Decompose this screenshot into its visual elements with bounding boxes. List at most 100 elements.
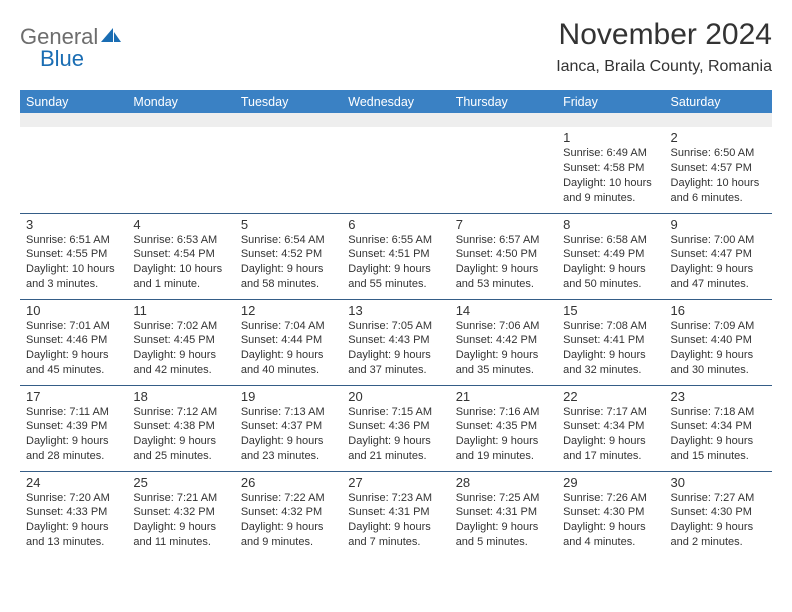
day-number: 20 — [348, 389, 443, 404]
day-info: Sunrise: 7:15 AMSunset: 4:36 PMDaylight:… — [348, 405, 443, 464]
day-info: Sunrise: 6:55 AMSunset: 4:51 PMDaylight:… — [348, 233, 443, 292]
sunrise-text: Sunrise: 7:22 AM — [241, 491, 336, 506]
sunset-text: Sunset: 4:46 PM — [26, 333, 121, 348]
day-number: 21 — [456, 389, 551, 404]
day-info: Sunrise: 7:11 AMSunset: 4:39 PMDaylight:… — [26, 405, 121, 464]
calendar-body: 1Sunrise: 6:49 AMSunset: 4:58 PMDaylight… — [20, 113, 772, 557]
day-info: Sunrise: 6:57 AMSunset: 4:50 PMDaylight:… — [456, 233, 551, 292]
sunrise-text: Sunrise: 7:13 AM — [241, 405, 336, 420]
daylight-text: Daylight: 9 hours and 25 minutes. — [133, 434, 228, 464]
sunset-text: Sunset: 4:57 PM — [671, 161, 766, 176]
daylight-text: Daylight: 9 hours and 47 minutes. — [671, 262, 766, 292]
sunrise-text: Sunrise: 7:16 AM — [456, 405, 551, 420]
calendar-cell — [235, 127, 342, 213]
sunset-text: Sunset: 4:30 PM — [671, 505, 766, 520]
day-number: 2 — [671, 130, 766, 145]
day-number: 9 — [671, 217, 766, 232]
day-info: Sunrise: 7:08 AMSunset: 4:41 PMDaylight:… — [563, 319, 658, 378]
day-info: Sunrise: 6:54 AMSunset: 4:52 PMDaylight:… — [241, 233, 336, 292]
sunrise-text: Sunrise: 7:25 AM — [456, 491, 551, 506]
day-info: Sunrise: 7:25 AMSunset: 4:31 PMDaylight:… — [456, 491, 551, 550]
calendar-head: Sunday Monday Tuesday Wednesday Thursday… — [20, 90, 772, 113]
day-number: 25 — [133, 475, 228, 490]
sunset-text: Sunset: 4:42 PM — [456, 333, 551, 348]
sunrise-text: Sunrise: 7:06 AM — [456, 319, 551, 334]
daylight-text: Daylight: 9 hours and 4 minutes. — [563, 520, 658, 550]
calendar-cell: 5Sunrise: 6:54 AMSunset: 4:52 PMDaylight… — [235, 213, 342, 299]
sunset-text: Sunset: 4:31 PM — [456, 505, 551, 520]
day-info: Sunrise: 7:21 AMSunset: 4:32 PMDaylight:… — [133, 491, 228, 550]
calendar-cell: 3Sunrise: 6:51 AMSunset: 4:55 PMDaylight… — [20, 213, 127, 299]
sunrise-text: Sunrise: 7:02 AM — [133, 319, 228, 334]
calendar-cell: 27Sunrise: 7:23 AMSunset: 4:31 PMDayligh… — [342, 471, 449, 557]
sunrise-text: Sunrise: 7:04 AM — [241, 319, 336, 334]
sunset-text: Sunset: 4:31 PM — [348, 505, 443, 520]
calendar-cell: 7Sunrise: 6:57 AMSunset: 4:50 PMDaylight… — [450, 213, 557, 299]
calendar-cell: 17Sunrise: 7:11 AMSunset: 4:39 PMDayligh… — [20, 385, 127, 471]
calendar-cell — [450, 127, 557, 213]
day-info: Sunrise: 7:26 AMSunset: 4:30 PMDaylight:… — [563, 491, 658, 550]
calendar-cell: 18Sunrise: 7:12 AMSunset: 4:38 PMDayligh… — [127, 385, 234, 471]
sunrise-text: Sunrise: 7:08 AM — [563, 319, 658, 334]
day-number: 24 — [26, 475, 121, 490]
day-number: 22 — [563, 389, 658, 404]
daylight-text: Daylight: 9 hours and 13 minutes. — [26, 520, 121, 550]
sunset-text: Sunset: 4:52 PM — [241, 247, 336, 262]
daylight-text: Daylight: 9 hours and 17 minutes. — [563, 434, 658, 464]
sunset-text: Sunset: 4:38 PM — [133, 419, 228, 434]
calendar-cell: 23Sunrise: 7:18 AMSunset: 4:34 PMDayligh… — [665, 385, 772, 471]
daylight-text: Daylight: 9 hours and 15 minutes. — [671, 434, 766, 464]
calendar-cell — [20, 127, 127, 213]
sunrise-text: Sunrise: 7:17 AM — [563, 405, 658, 420]
day-number: 29 — [563, 475, 658, 490]
calendar-cell: 26Sunrise: 7:22 AMSunset: 4:32 PMDayligh… — [235, 471, 342, 557]
sunset-text: Sunset: 4:45 PM — [133, 333, 228, 348]
title-block: November 2024 Ianca, Braila County, Roma… — [556, 18, 772, 76]
calendar-cell: 16Sunrise: 7:09 AMSunset: 4:40 PMDayligh… — [665, 299, 772, 385]
sunset-text: Sunset: 4:35 PM — [456, 419, 551, 434]
day-info: Sunrise: 7:13 AMSunset: 4:37 PMDaylight:… — [241, 405, 336, 464]
day-number: 30 — [671, 475, 766, 490]
sunrise-text: Sunrise: 7:09 AM — [671, 319, 766, 334]
day-number: 13 — [348, 303, 443, 318]
daylight-text: Daylight: 9 hours and 55 minutes. — [348, 262, 443, 292]
sunrise-text: Sunrise: 7:26 AM — [563, 491, 658, 506]
day-info: Sunrise: 6:53 AMSunset: 4:54 PMDaylight:… — [133, 233, 228, 292]
calendar-cell: 19Sunrise: 7:13 AMSunset: 4:37 PMDayligh… — [235, 385, 342, 471]
daylight-text: Daylight: 10 hours and 1 minute. — [133, 262, 228, 292]
calendar-week: 3Sunrise: 6:51 AMSunset: 4:55 PMDaylight… — [20, 213, 772, 299]
sunset-text: Sunset: 4:33 PM — [26, 505, 121, 520]
sunset-text: Sunset: 4:51 PM — [348, 247, 443, 262]
day-info: Sunrise: 7:00 AMSunset: 4:47 PMDaylight:… — [671, 233, 766, 292]
calendar-cell: 22Sunrise: 7:17 AMSunset: 4:34 PMDayligh… — [557, 385, 664, 471]
daylight-text: Daylight: 9 hours and 5 minutes. — [456, 520, 551, 550]
calendar-cell — [342, 127, 449, 213]
calendar-cell: 13Sunrise: 7:05 AMSunset: 4:43 PMDayligh… — [342, 299, 449, 385]
sunrise-text: Sunrise: 7:15 AM — [348, 405, 443, 420]
day-number: 12 — [241, 303, 336, 318]
sunset-text: Sunset: 4:58 PM — [563, 161, 658, 176]
daylight-text: Daylight: 9 hours and 42 minutes. — [133, 348, 228, 378]
sunrise-text: Sunrise: 7:11 AM — [26, 405, 121, 420]
calendar-week: 17Sunrise: 7:11 AMSunset: 4:39 PMDayligh… — [20, 385, 772, 471]
sunrise-text: Sunrise: 7:12 AM — [133, 405, 228, 420]
daylight-text: Daylight: 9 hours and 40 minutes. — [241, 348, 336, 378]
sunset-text: Sunset: 4:49 PM — [563, 247, 658, 262]
daylight-text: Daylight: 9 hours and 37 minutes. — [348, 348, 443, 378]
header: General Blue November 2024 Ianca, Braila… — [20, 18, 772, 76]
sunset-text: Sunset: 4:34 PM — [563, 419, 658, 434]
calendar-cell: 9Sunrise: 7:00 AMSunset: 4:47 PMDaylight… — [665, 213, 772, 299]
sunrise-text: Sunrise: 6:50 AM — [671, 146, 766, 161]
col-tue: Tuesday — [235, 90, 342, 113]
col-mon: Monday — [127, 90, 234, 113]
sunrise-text: Sunrise: 6:57 AM — [456, 233, 551, 248]
sunset-text: Sunset: 4:40 PM — [671, 333, 766, 348]
day-info: Sunrise: 7:04 AMSunset: 4:44 PMDaylight:… — [241, 319, 336, 378]
sunset-text: Sunset: 4:36 PM — [348, 419, 443, 434]
col-sun: Sunday — [20, 90, 127, 113]
daylight-text: Daylight: 9 hours and 58 minutes. — [241, 262, 336, 292]
sunset-text: Sunset: 4:32 PM — [241, 505, 336, 520]
sunset-text: Sunset: 4:30 PM — [563, 505, 658, 520]
sunset-text: Sunset: 4:43 PM — [348, 333, 443, 348]
col-sat: Saturday — [665, 90, 772, 113]
